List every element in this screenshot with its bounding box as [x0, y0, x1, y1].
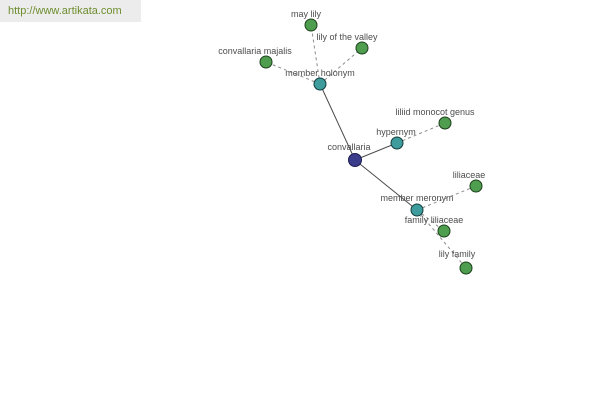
- word-node-convallaria-majalis[interactable]: [259, 55, 273, 69]
- word-node-label-family-liliaceae[interactable]: family liliaceae: [405, 215, 464, 225]
- graph-edge-member-holonym-may-lily: [310, 24, 321, 85]
- graph-edge-convallaria-hypernym: [354, 142, 398, 161]
- word-node-lily-family[interactable]: [459, 261, 473, 275]
- word-node-label-convallaria-majalis[interactable]: convallaria majalis: [218, 46, 292, 56]
- word-node-family-liliaceae[interactable]: [437, 224, 451, 238]
- word-node-convallaria[interactable]: [348, 153, 362, 167]
- word-node-liliid-monocot-genus[interactable]: [438, 116, 452, 130]
- word-node-label-convallaria[interactable]: convallaria: [327, 142, 370, 152]
- word-node-member-holonym[interactable]: [313, 77, 327, 91]
- word-node-label-may-lily[interactable]: may lily: [291, 9, 322, 19]
- word-node-label-member-holonym[interactable]: member holonym: [285, 68, 355, 78]
- word-node-hypernym[interactable]: [390, 136, 404, 150]
- word-node-may-lily[interactable]: [304, 18, 318, 32]
- graph-edge-hypernym-liliid-monocot-genus: [396, 122, 446, 144]
- word-node-label-liliid-monocot-genus[interactable]: liliid monocot genus: [395, 107, 475, 117]
- word-node-lily-of-the-valley[interactable]: [355, 41, 369, 55]
- url-bar[interactable]: http://www.artikata.com: [0, 0, 141, 22]
- word-node-member-meronym[interactable]: [410, 203, 424, 217]
- graph-edge-member-meronym-liliaceae: [416, 185, 477, 211]
- graph-edge-member-meronym-lily-family: [416, 209, 467, 269]
- word-node-label-liliaceae[interactable]: liliaceae: [453, 170, 486, 180]
- graph-edge-member-holonym-lily-of-the-valley: [319, 47, 363, 85]
- graph-edge-convallaria-member-meronym: [354, 159, 418, 211]
- word-node-label-lily-of-the-valley[interactable]: lily of the valley: [316, 32, 378, 42]
- graph-edge-convallaria-member-holonym: [319, 83, 356, 161]
- word-node-label-lily-family[interactable]: lily family: [439, 249, 476, 259]
- word-node-label-hypernym[interactable]: hypernym: [376, 127, 416, 137]
- url-text: http://www.artikata.com: [8, 5, 122, 17]
- word-node-label-member-meronym[interactable]: member meronym: [380, 193, 453, 203]
- graph-edge-member-holonym-convallaria-majalis: [265, 61, 321, 85]
- word-node-liliaceae[interactable]: [469, 179, 483, 193]
